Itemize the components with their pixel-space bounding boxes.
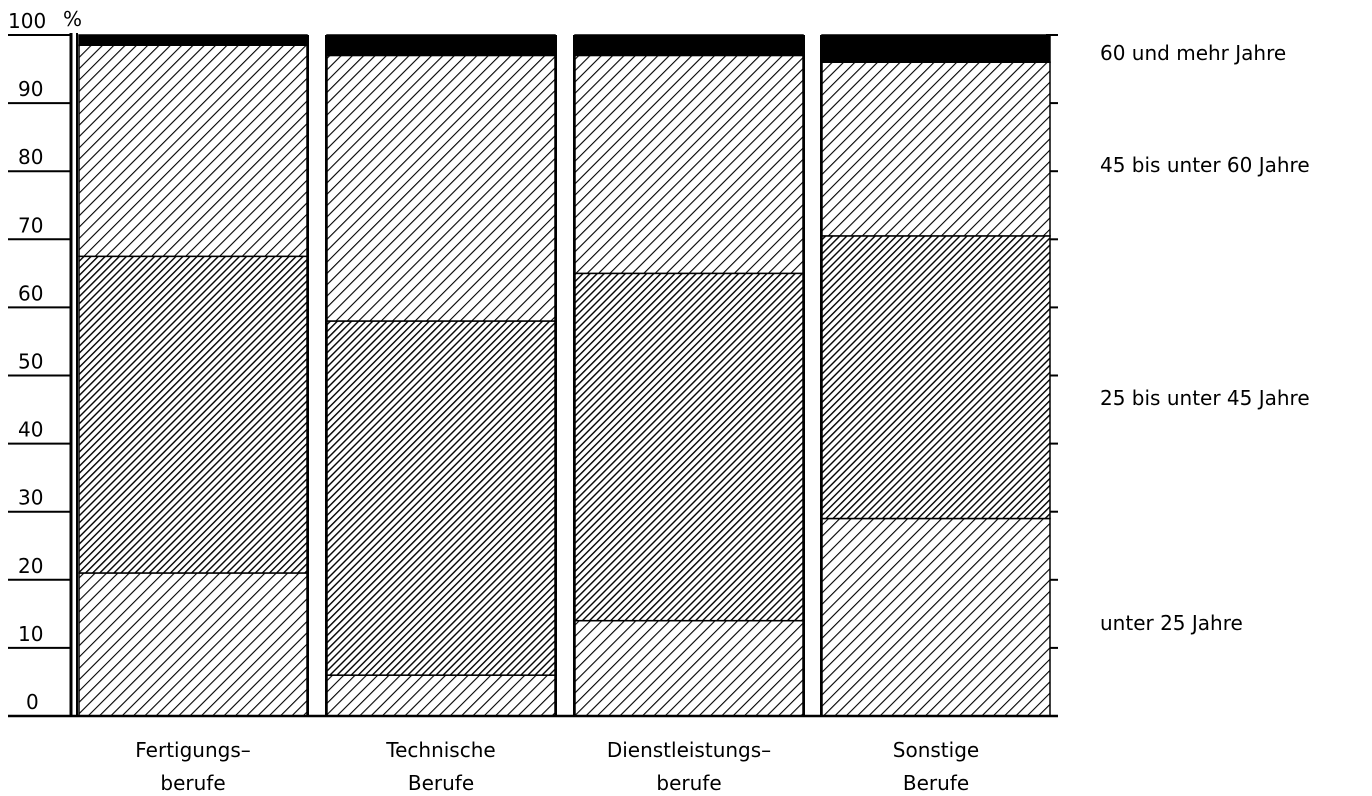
- y-axis-labels: 0 10 20 30 40 50 60 70 80 90 100: [8, 9, 46, 714]
- bar-segment: [574, 272, 804, 622]
- bar-segment: [821, 61, 1051, 237]
- bar-segment: [574, 619, 804, 717]
- bar-segment: [821, 235, 1051, 520]
- bar-segment: [574, 54, 804, 275]
- category-labels: Fertigungs– berufe Technische Berufe Dienstl…: [135, 738, 979, 795]
- legend-label: 45 bis unter 60 Jahre: [1100, 153, 1310, 177]
- category-label: Technische: [385, 738, 495, 762]
- bar-gap: [803, 35, 822, 716]
- y-tick-label: 20: [18, 554, 43, 578]
- bar-segment: [326, 34, 556, 57]
- bar-segment: [78, 572, 308, 717]
- bar-segment: [326, 674, 556, 717]
- bar-segment: [326, 320, 556, 676]
- y-tick-label: 90: [18, 77, 43, 101]
- y-tick-label: 60: [18, 281, 43, 305]
- y-axis-unit-label: %: [63, 7, 82, 31]
- bar-gap: [555, 35, 575, 716]
- y-tick-label: 50: [18, 350, 43, 374]
- category-label: Fertigungs–: [135, 738, 251, 762]
- y-tick-label: 70: [18, 213, 43, 237]
- y-tick-label: 30: [18, 486, 43, 510]
- bar-segment: [78, 255, 308, 574]
- bar-segment: [78, 44, 308, 258]
- category-label: Berufe: [408, 771, 474, 795]
- category-label: Berufe: [903, 771, 969, 795]
- bar-segment: [821, 517, 1051, 717]
- legend-label: 25 bis unter 45 Jahre: [1100, 386, 1310, 410]
- category-label: berufe: [656, 771, 721, 795]
- y-axis-ticks: [8, 34, 71, 717]
- category-label: Sonstige: [893, 738, 979, 762]
- bar-gap: [307, 35, 327, 716]
- bar-segment: [821, 34, 1051, 63]
- bar-segment: [326, 54, 556, 322]
- category-label: Dienstleistungs–: [607, 738, 771, 762]
- bar-segment: [574, 34, 804, 57]
- y-tick-label: 40: [18, 418, 43, 442]
- legend-label: unter 25 Jahre: [1100, 611, 1243, 635]
- y-tick-label: 0: [26, 690, 39, 714]
- legend: unter 25 Jahre 25 bis unter 45 Jahre 45 bi…: [1100, 41, 1310, 635]
- legend-label: 60 und mehr Jahre: [1100, 41, 1286, 65]
- y-tick-label: 100: [8, 9, 46, 33]
- y-tick-label: 10: [18, 622, 43, 646]
- y-tick-label: 80: [18, 145, 43, 169]
- category-label: berufe: [160, 771, 225, 795]
- bars: [78, 34, 1051, 717]
- bar-segment: [78, 34, 308, 46]
- axis-lines: [8, 33, 1058, 718]
